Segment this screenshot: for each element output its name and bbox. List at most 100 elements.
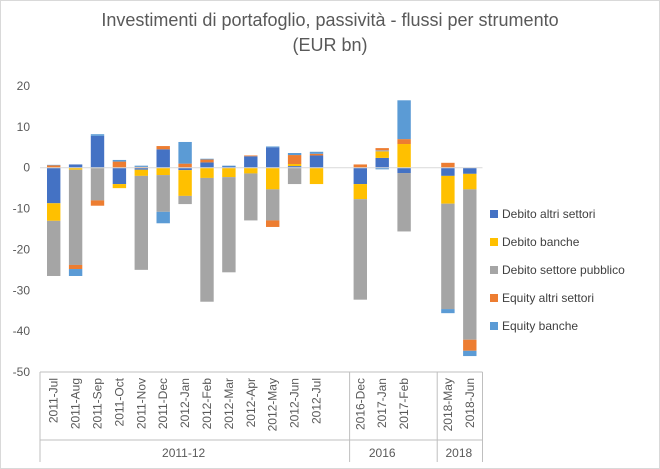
legend-swatch bbox=[490, 238, 498, 246]
bar-segment bbox=[134, 169, 148, 176]
category-label: 2012-Apr bbox=[244, 378, 258, 427]
legend-swatch bbox=[490, 322, 498, 330]
bar-segment bbox=[47, 167, 61, 204]
bar-segment bbox=[397, 144, 411, 168]
bar-segment bbox=[287, 166, 302, 168]
bar-segment bbox=[134, 175, 148, 270]
y-tick-label: -30 bbox=[13, 283, 31, 297]
bar-segment bbox=[375, 167, 389, 170]
bar-segment bbox=[244, 155, 258, 157]
bar-segment bbox=[178, 163, 192, 168]
bar-segment bbox=[112, 161, 127, 168]
bar-segment bbox=[353, 199, 367, 300]
bar-segment bbox=[156, 146, 170, 150]
category-label: 2011-Aug bbox=[69, 378, 83, 429]
bar-segment bbox=[287, 153, 302, 156]
bar-segment bbox=[178, 195, 192, 205]
group-label: 2016 bbox=[369, 446, 396, 460]
bar-segment bbox=[68, 264, 83, 270]
legend-label: Equity banche bbox=[502, 319, 578, 333]
legend-label: Debito altri settori bbox=[502, 207, 595, 221]
bar-segment bbox=[353, 164, 367, 168]
bar-segment bbox=[47, 220, 61, 276]
group-label: 2011-12 bbox=[162, 446, 205, 460]
category-label: 2018-May bbox=[441, 378, 455, 431]
bar-segment bbox=[441, 162, 455, 168]
bar-segment bbox=[134, 165, 148, 167]
category-label: 2011-Sep bbox=[91, 378, 105, 429]
bar-segment bbox=[375, 148, 389, 151]
legend-label: Equity altri settori bbox=[502, 291, 594, 305]
bar-segment bbox=[266, 167, 280, 190]
bar-segment bbox=[375, 157, 389, 168]
bar-segment bbox=[68, 164, 83, 168]
category-label: 2012-Mar bbox=[222, 378, 236, 429]
bar-segment bbox=[353, 184, 367, 200]
bar-segment bbox=[287, 167, 302, 185]
bar-segment bbox=[156, 149, 170, 168]
bar-segment bbox=[463, 339, 477, 351]
y-tick-label: -10 bbox=[13, 202, 31, 216]
bar-segment bbox=[90, 168, 105, 201]
bar-segment bbox=[134, 167, 148, 170]
bar-segment bbox=[309, 153, 324, 156]
bar-segment bbox=[178, 141, 192, 164]
category-label: 2017-Jan bbox=[375, 378, 389, 428]
bar-segment bbox=[441, 167, 455, 176]
bar-segment bbox=[397, 167, 411, 174]
legend-label: Debito settore pubblico bbox=[502, 263, 625, 277]
bar-segment bbox=[397, 100, 411, 140]
bar-segment bbox=[156, 167, 170, 176]
bar-segment bbox=[112, 184, 127, 189]
bar-segment bbox=[397, 173, 411, 232]
y-tick-label: -40 bbox=[13, 324, 31, 338]
bar-segment bbox=[222, 177, 236, 273]
bar-segment bbox=[353, 167, 367, 185]
category-label: 2012-Jul bbox=[310, 378, 324, 424]
bar-segment bbox=[309, 155, 324, 168]
y-tick-label: 10 bbox=[17, 120, 31, 134]
bar-segment bbox=[244, 156, 258, 168]
bar-segment bbox=[463, 350, 477, 357]
bar-segment bbox=[222, 166, 236, 168]
bar-segment bbox=[200, 158, 214, 160]
y-tick-label: -50 bbox=[13, 365, 31, 379]
legend-swatch bbox=[490, 210, 498, 218]
y-tick-label: 20 bbox=[17, 79, 31, 93]
category-label: 2011-Jul bbox=[47, 378, 61, 423]
bar-segment bbox=[441, 309, 455, 314]
bar-segment bbox=[309, 151, 324, 154]
bar-segment bbox=[266, 146, 280, 148]
bar-segment bbox=[68, 167, 83, 170]
bar-segment bbox=[200, 167, 214, 178]
bar-segment bbox=[309, 167, 324, 185]
bar-segment bbox=[47, 203, 61, 221]
bar-segment bbox=[441, 203, 455, 310]
bar-segment bbox=[47, 164, 61, 166]
category-label: 2011-Nov bbox=[134, 378, 148, 429]
category-label: 2011-Oct bbox=[112, 377, 126, 426]
group-label: 2018 bbox=[445, 446, 472, 460]
bar-segment bbox=[200, 162, 214, 168]
bar-segment bbox=[266, 189, 280, 221]
bar-segment bbox=[200, 177, 214, 302]
bar-segment bbox=[266, 147, 280, 168]
bar-segment bbox=[244, 173, 258, 221]
bar-segment bbox=[287, 155, 302, 165]
category-label: 2018-Jun bbox=[463, 378, 477, 428]
bar-segment bbox=[397, 139, 411, 145]
chart-subtitle: (EUR bn) bbox=[292, 35, 368, 55]
bar-segment bbox=[112, 159, 127, 162]
bar-segment bbox=[47, 165, 61, 168]
bar-segment bbox=[441, 175, 455, 204]
bar-segment bbox=[375, 151, 389, 158]
chart-title: Investimenti di portafoglio, passività -… bbox=[101, 10, 559, 30]
bar-segment bbox=[287, 164, 302, 167]
bar-segment bbox=[178, 167, 192, 171]
bar-segment bbox=[112, 167, 127, 185]
bar-segment bbox=[156, 211, 170, 224]
bar-segment bbox=[90, 135, 105, 168]
legend-swatch bbox=[490, 266, 498, 274]
